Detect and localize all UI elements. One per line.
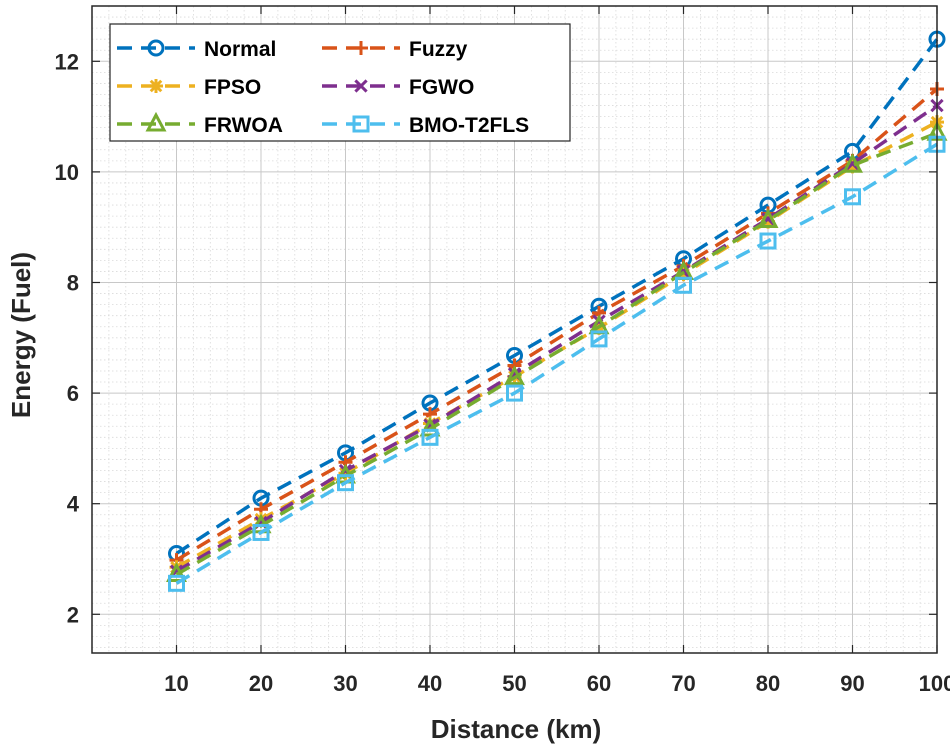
legend-marker-fuzzy xyxy=(354,41,368,55)
x-tick-label: 10 xyxy=(164,671,188,696)
data-point-bmo-t2fls xyxy=(506,384,523,402)
x-tick-label: 60 xyxy=(587,671,611,696)
legend-marker-fgwo xyxy=(354,79,368,93)
y-tick-label: 10 xyxy=(55,160,79,185)
legend-label-fpso: FPSO xyxy=(204,76,261,99)
legend-label-bmo-t2fls: BMO-T2FLS xyxy=(409,114,529,137)
y-tick-label: 8 xyxy=(67,270,79,295)
data-point-bmo-t2fls xyxy=(337,474,354,492)
series-frwoa xyxy=(166,121,948,582)
y-tick-label: 12 xyxy=(55,49,79,74)
x-axis-title: Distance (km) xyxy=(431,714,602,744)
data-point-frwoa xyxy=(757,208,779,229)
x-tick-label: 40 xyxy=(418,671,442,696)
data-point-bmo-t2fls xyxy=(168,574,185,592)
y-tick-label: 4 xyxy=(67,492,80,517)
legend-box xyxy=(109,23,571,142)
data-point-fpso xyxy=(338,466,353,481)
data-point-fpso xyxy=(761,214,775,229)
data-point-bmo-t2fls xyxy=(759,232,777,250)
legend-label-fgwo: FGWO xyxy=(409,76,474,99)
series-line-fgwo xyxy=(175,104,938,573)
legend-label-normal: Normal xyxy=(204,38,276,61)
series-line-fpso xyxy=(175,120,938,569)
x-tick-label: 30 xyxy=(333,671,357,696)
data-point-bmo-t2fls xyxy=(590,330,608,348)
data-point-frwoa xyxy=(842,153,863,173)
legend-marker-fpso xyxy=(149,79,163,93)
axes xyxy=(91,5,938,654)
data-point-bmo-t2fls xyxy=(675,276,692,294)
x-tick-label: 20 xyxy=(249,671,273,696)
legend-item-normal: Normal xyxy=(117,38,276,61)
legend-item-fpso: FPSO xyxy=(117,76,261,99)
legend-item-fgwo: FGWO xyxy=(322,76,474,99)
data-point-frwoa xyxy=(166,562,187,582)
x-tick-label: 50 xyxy=(502,671,526,696)
legend-marker-frwoa xyxy=(145,111,167,132)
series-bmo-t2fls xyxy=(168,135,946,592)
data-point-bmo-t2fls xyxy=(252,523,270,541)
series-line-bmo-t2fls xyxy=(175,142,938,585)
data-point-bmo-t2fls xyxy=(844,188,861,206)
legend-marker-normal xyxy=(147,39,165,57)
data-point-fgwo xyxy=(845,156,860,171)
data-point-bmo-t2fls xyxy=(421,428,439,446)
legend: Normal Fuzzy FPSO FGWO FRWOA BMO-T2FLS xyxy=(109,23,571,142)
series-fuzzy xyxy=(169,81,944,568)
legend-item-frwoa: FRWOA xyxy=(117,111,283,137)
legend-label-fuzzy: Fuzzy xyxy=(409,38,468,61)
x-tick-label: 90 xyxy=(840,671,864,696)
series-line-normal xyxy=(175,38,939,555)
x-tick-label: 80 xyxy=(756,671,780,696)
data-point-frwoa xyxy=(504,365,525,386)
legend-marker-bmo-t2fls xyxy=(352,115,370,133)
y-tick-label: 6 xyxy=(67,381,79,406)
legend-item-fuzzy: Fuzzy xyxy=(322,38,468,61)
series-line-frwoa xyxy=(175,131,938,576)
plot-area-border xyxy=(91,5,938,654)
legend-label-frwoa: FRWOA xyxy=(204,114,283,137)
data-point-frwoa xyxy=(419,416,441,437)
series-line-fuzzy xyxy=(175,87,939,562)
y-tick-label: 2 xyxy=(67,602,79,627)
y-axis-title: Energy (Fuel) xyxy=(6,252,36,418)
data-point-fpso xyxy=(845,159,860,174)
x-tick-label: 100 xyxy=(919,671,950,696)
tick-labels: 10 20 30 40 50 60 70 80 90 100 2 4 6 8 10 12 xyxy=(55,49,950,696)
legend-item-bmo-t2fls: BMO-T2FLS xyxy=(322,114,529,137)
x-tick-label: 70 xyxy=(671,671,695,696)
